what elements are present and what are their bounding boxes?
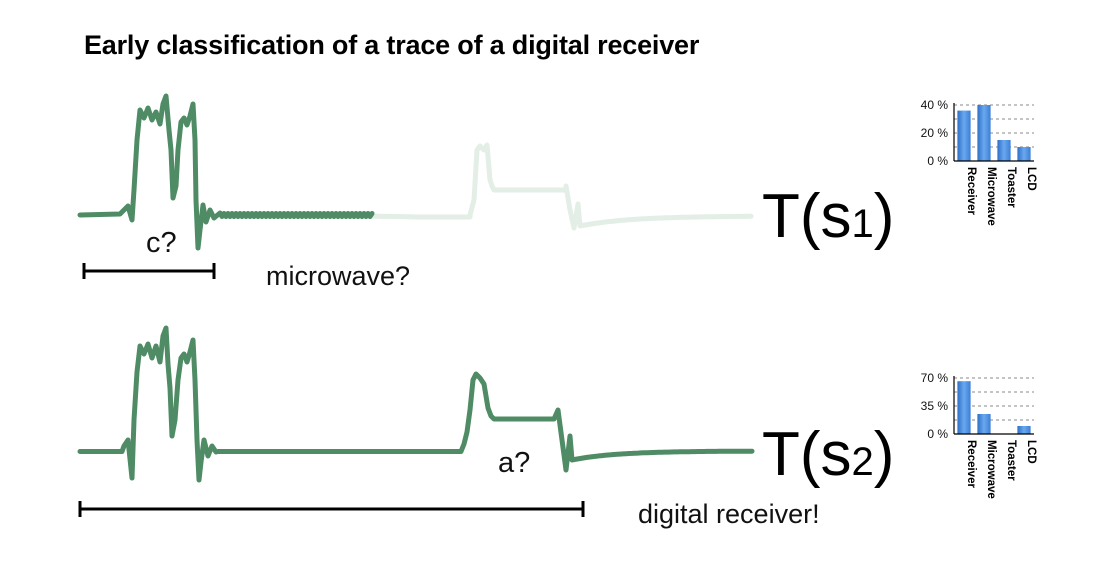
chart-s1-category-label: Microwave (985, 167, 997, 226)
chart-s1-bar-microwave (977, 105, 991, 161)
chart-s1-ytick-label: 20 % (921, 126, 949, 140)
figure-title: Early classification of a trace of a dig… (84, 30, 700, 60)
prefix-label-s1: T(s1) (762, 182, 894, 251)
chart-s1-bar-lcd (1017, 147, 1031, 161)
probability-bar-chart-s2: 70 % 35 % 0 % Receiver Microwave Toaster LCD (921, 371, 1037, 499)
chart-s2-category-label: Microwave (985, 440, 997, 499)
chart-s2-ytick-label: 35 % (921, 399, 949, 413)
probability-bar-chart-s1: 40 % 20 % 0 % Receiver Microwave Toaster LCD (921, 98, 1037, 226)
trace-s1-unobserved (369, 142, 754, 231)
chart-s1-category-label: Toaster (1005, 167, 1017, 208)
observation-window-bracket-s1 (82, 263, 216, 279)
observation-window-bracket-s2 (78, 501, 585, 517)
guess-s1: microwave? (266, 261, 410, 291)
chart-s2-category-label: LCD (1025, 440, 1037, 464)
chart-s2-category-label: Toaster (1005, 440, 1017, 481)
panel-s2: a? digital receiver! T(s2) 70 % 35 % 0 % Re… (77, 325, 1037, 529)
panel-s1: c? microwave? T(s1) 40 % 20 % 0 % Receiver M… (77, 93, 1037, 291)
chart-s2-bar-receiver (957, 381, 971, 434)
chart-s1-category-label: Receiver (965, 167, 977, 215)
chart-s2-ytick-label: 70 % (921, 371, 949, 385)
chart-s1-category-label: LCD (1025, 167, 1037, 191)
chart-s1-ytick-label: 0 % (927, 154, 948, 168)
guess-s2: digital receiver! (638, 499, 820, 529)
trace-s1-observed (77, 93, 375, 251)
chart-s2-category-label: Receiver (965, 440, 977, 488)
chart-s1-bar-receiver (957, 110, 971, 161)
chart-s2-bar-microwave (977, 414, 991, 434)
trace-s2-observed (77, 325, 755, 483)
window-question-s2: a? (498, 447, 530, 479)
chart-s1-ytick-label: 40 % (921, 98, 949, 112)
chart-s2-ytick-label: 0 % (927, 427, 948, 441)
chart-s1-bar-toaster (997, 140, 1011, 161)
prefix-label-s2: T(s2) (762, 420, 894, 489)
chart-s2-bar-lcd (1017, 426, 1031, 434)
window-question-s1: c? (146, 227, 177, 259)
